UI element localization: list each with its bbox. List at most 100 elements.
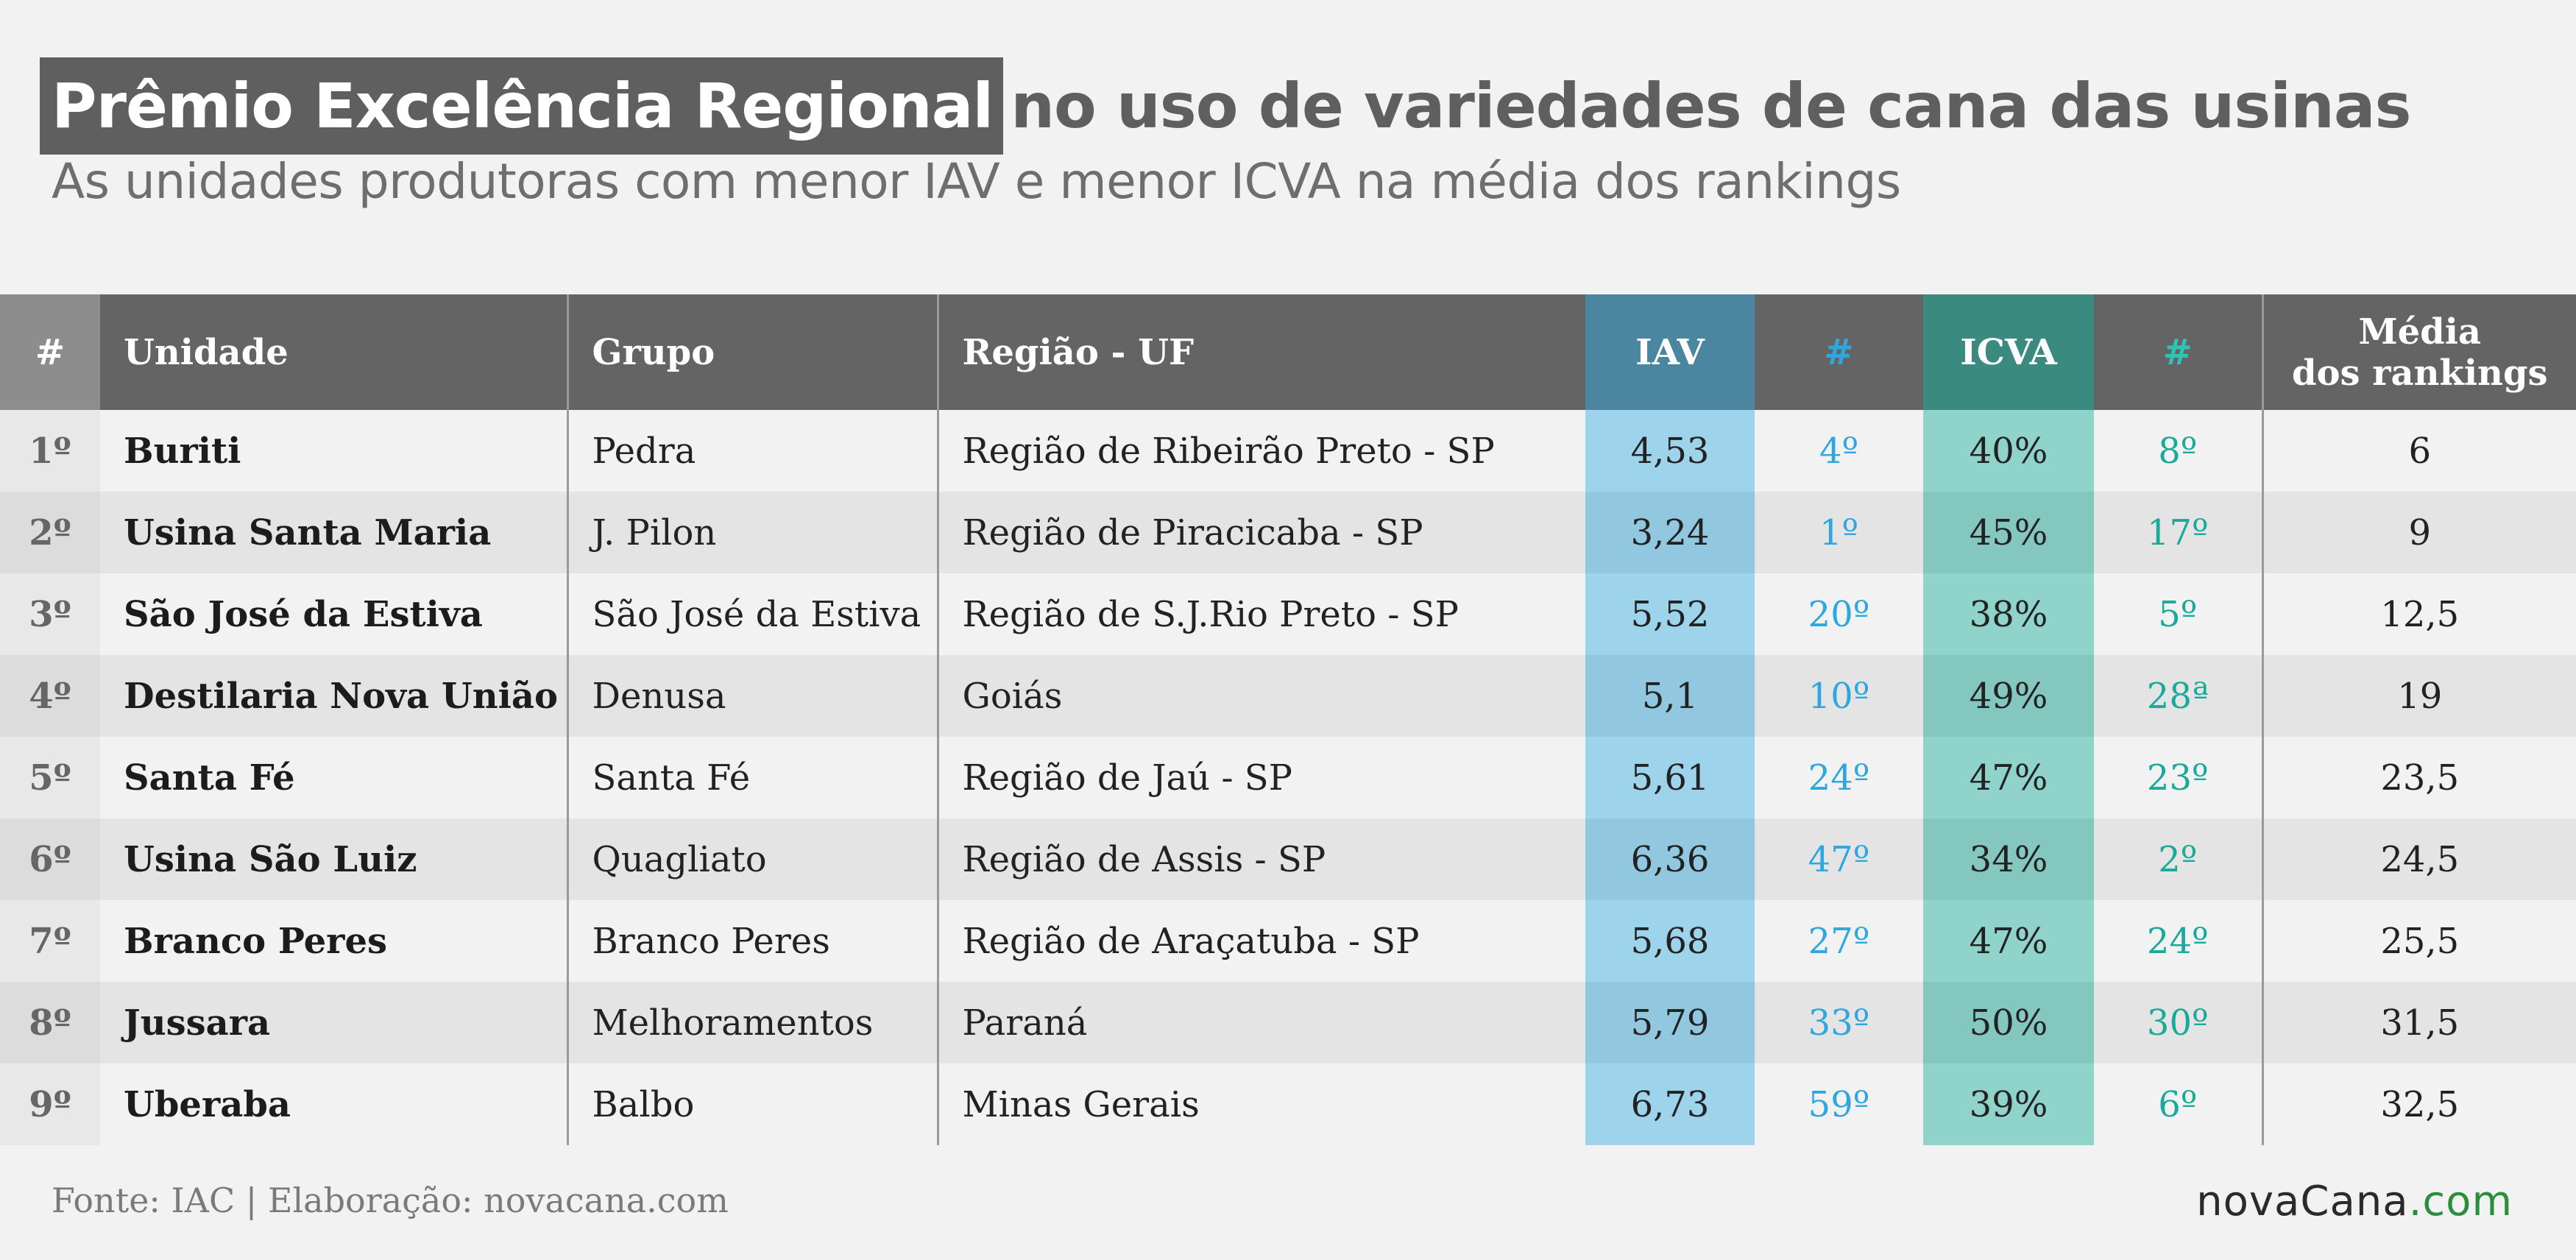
row-position: 4º (0, 655, 100, 737)
cell-media: 32,5 (2262, 1063, 2576, 1145)
row-position: 3º (0, 573, 100, 655)
table-row: 7º Branco Peres Branco Peres Região de Araç… (0, 900, 2576, 982)
cell-media: 24,5 (2262, 818, 2576, 900)
row-position: 8º (0, 982, 100, 1063)
header-media-line1: Média (2358, 311, 2482, 353)
logo-name: novaCana (2196, 1178, 2409, 1225)
table-row: 8º Jussara Melhoramentos Paraná 5,79 33º 50% 30… (0, 982, 2576, 1063)
cell-iav-rank: 20º (1755, 573, 1923, 655)
cell-icva: 47% (1923, 900, 2094, 982)
cell-grupo: J. Pilon (567, 492, 939, 573)
cell-media: 12,5 (2262, 573, 2576, 655)
cell-regiao: Região de Piracicaba - SP (938, 492, 1585, 573)
cell-iav: 5,1 (1585, 655, 1755, 737)
table-row: 5º Santa Fé Santa Fé Região de Jaú - SP 5,61… (0, 737, 2576, 818)
header-iav-rank: # (1755, 294, 1923, 410)
cell-media: 23,5 (2262, 737, 2576, 818)
subtitle: As unidades produtoras com menor IAV e m… (52, 153, 1901, 210)
row-position: 9º (0, 1063, 100, 1145)
cell-regiao: Goiás (938, 655, 1585, 737)
cell-unidade: Destilaria Nova União (100, 655, 569, 737)
row-position: 6º (0, 818, 100, 900)
cell-iav-rank: 33º (1755, 982, 1923, 1063)
header-unidade: Unidade (100, 294, 569, 410)
cell-unidade: Usina São Luiz (100, 818, 569, 900)
cell-iav-rank: 4º (1755, 410, 1923, 492)
cell-regiao: Região de Assis - SP (938, 818, 1585, 900)
cell-unidade: São José da Estiva (100, 573, 569, 655)
table-row: 6º Usina São Luiz Quagliato Região de Assis… (0, 818, 2576, 900)
row-position: 7º (0, 900, 100, 982)
cell-icva: 39% (1923, 1063, 2094, 1145)
row-position: 1º (0, 410, 100, 492)
cell-regiao: Região de Jaú - SP (938, 737, 1585, 818)
cell-iav-rank: 27º (1755, 900, 1923, 982)
cell-unidade: Uberaba (100, 1063, 569, 1145)
cell-iav-rank: 47º (1755, 818, 1923, 900)
cell-unidade: Santa Fé (100, 737, 569, 818)
cell-regiao: Região de S.J.Rio Preto - SP (938, 573, 1585, 655)
cell-grupo: Pedra (567, 410, 939, 492)
header-media: Média dos rankings (2262, 294, 2576, 410)
table-row: 2º Usina Santa Maria J. Pilon Região de Pir… (0, 492, 2576, 573)
cell-iav: 5,79 (1585, 982, 1755, 1063)
cell-iav: 5,52 (1585, 573, 1755, 655)
cell-icva: 50% (1923, 982, 2094, 1063)
header-media-line2: dos rankings (2291, 352, 2548, 394)
cell-iav-rank: 24º (1755, 737, 1923, 818)
cell-icva-rank: 23º (2094, 737, 2264, 818)
header-regiao: Região - UF (938, 294, 1585, 410)
cell-icva: 49% (1923, 655, 2094, 737)
cell-iav-rank: 1º (1755, 492, 1923, 573)
cell-grupo: Santa Fé (567, 737, 939, 818)
cell-regiao: Minas Gerais (938, 1063, 1585, 1145)
cell-icva: 34% (1923, 818, 2094, 900)
source-note: Fonte: IAC | Elaboração: novacana.com (52, 1181, 729, 1220)
cell-unidade: Buriti (100, 410, 569, 492)
title: Prêmio Excelência Regional no uso de var… (40, 57, 2412, 155)
cell-icva-rank: 5º (2094, 573, 2264, 655)
cell-icva-rank: 8º (2094, 410, 2264, 492)
cell-iav: 5,68 (1585, 900, 1755, 982)
header-icva: ICVA (1923, 294, 2094, 410)
table-body: 1º Buriti Pedra Região de Ribeirão Preto - … (0, 410, 2576, 1145)
cell-icva: 47% (1923, 737, 2094, 818)
cell-icva: 45% (1923, 492, 2094, 573)
cell-icva-rank: 6º (2094, 1063, 2264, 1145)
cell-grupo: São José da Estiva (567, 573, 939, 655)
cell-icva-rank: 17º (2094, 492, 2264, 573)
cell-grupo: Quagliato (567, 818, 939, 900)
header-icva-rank: # (2094, 294, 2264, 410)
table-row: 9º Uberaba Balbo Minas Gerais 6,73 59º 39% 6º 32… (0, 1063, 2576, 1145)
cell-icva-rank: 30º (2094, 982, 2264, 1063)
title-highlight: Prêmio Excelência Regional (40, 57, 1004, 155)
cell-unidade: Branco Peres (100, 900, 569, 982)
table-row: 3º São José da Estiva São José da Estiva Re… (0, 573, 2576, 655)
cell-media: 31,5 (2262, 982, 2576, 1063)
row-position: 2º (0, 492, 100, 573)
cell-unidade: Usina Santa Maria (100, 492, 569, 573)
cell-grupo: Denusa (567, 655, 939, 737)
cell-media: 25,5 (2262, 900, 2576, 982)
table-row: 4º Destilaria Nova União Denusa Goiás 5,1 10º… (0, 655, 2576, 737)
cell-icva-rank: 28ª (2094, 655, 2264, 737)
cell-grupo: Melhoramentos (567, 982, 939, 1063)
table-header-row: # Unidade Grupo Região - UF IAV # ICVA #… (0, 294, 2576, 410)
cell-iav: 3,24 (1585, 492, 1755, 573)
cell-icva: 40% (1923, 410, 2094, 492)
cell-iav-rank: 59º (1755, 1063, 1923, 1145)
cell-grupo: Balbo (567, 1063, 939, 1145)
cell-media: 19 (2262, 655, 2576, 737)
title-rest: no uso de variedades de cana das usinas (1011, 70, 2411, 142)
cell-regiao: Região de Ribeirão Preto - SP (938, 410, 1585, 492)
cell-iav: 6,36 (1585, 818, 1755, 900)
ranking-table: # Unidade Grupo Região - UF IAV # ICVA #… (0, 294, 2576, 1145)
cell-iav: 4,53 (1585, 410, 1755, 492)
row-position: 5º (0, 737, 100, 818)
cell-iav-rank: 10º (1755, 655, 1923, 737)
cell-regiao: Paraná (938, 982, 1585, 1063)
novacana-logo: novaCana.com (2196, 1178, 2513, 1225)
header-num: # (0, 294, 100, 410)
table-row: 1º Buriti Pedra Região de Ribeirão Preto - … (0, 410, 2576, 492)
header-grupo: Grupo (567, 294, 939, 410)
